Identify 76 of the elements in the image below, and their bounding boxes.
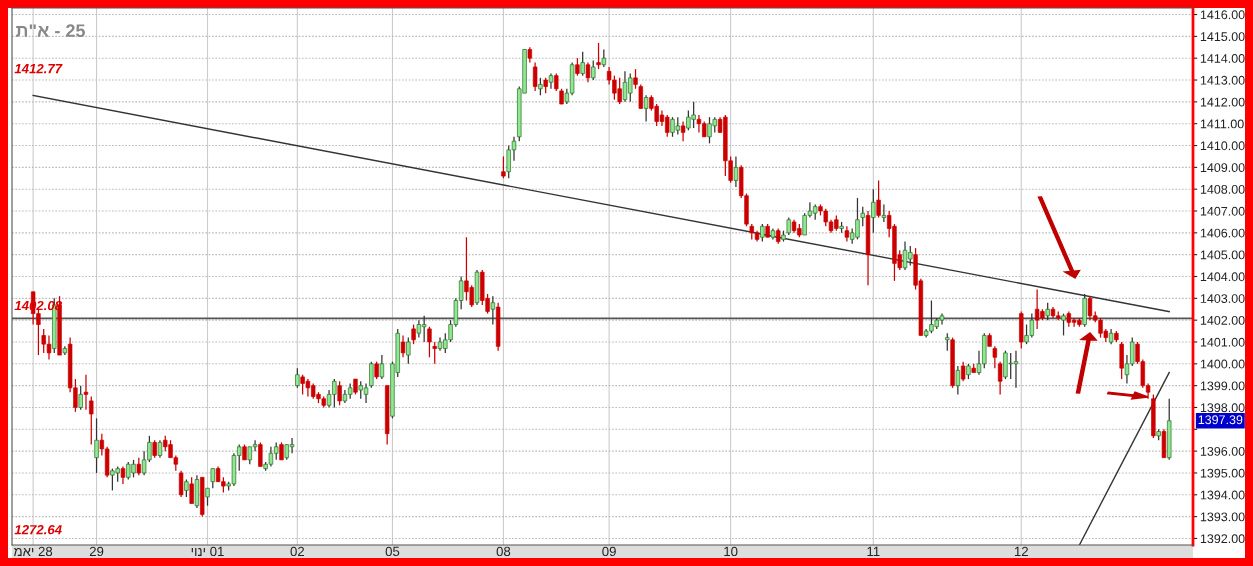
x-tick-label: 08 (496, 546, 511, 557)
y-tick-label: 1401.00 (1200, 337, 1245, 347)
text: ת"א - 25 (16, 24, 86, 38)
y-tick-label: 1395.00 (1200, 468, 1245, 478)
candlestick (860, 206, 865, 227)
y-tick-label: 1406.00 (1200, 228, 1245, 238)
y-tick-label: 1402.00 (1200, 315, 1245, 325)
y-tick-label: 1410.00 (1200, 141, 1245, 151)
y-tick-label: 1416.00 (1200, 10, 1245, 20)
x-tick-label: 09 (602, 546, 616, 557)
candlestick (733, 155, 739, 188)
candlestick (580, 51, 585, 77)
y-tick-label: 1398.00 (1200, 403, 1245, 413)
text: 1397.39 (1198, 415, 1243, 425)
y-tick-label: 1405.00 (1200, 250, 1245, 260)
y-tick-label: 1396.00 (1200, 446, 1245, 456)
candlestick (501, 155, 506, 179)
y-tick-label: 1394.00 (1200, 490, 1245, 500)
x-tick-label: 12 (1014, 546, 1028, 556)
y-tick-label: 1408.00 (1200, 184, 1245, 194)
candlestick (955, 365, 961, 396)
y-tick-label: 1407.00 (1200, 206, 1245, 216)
y-tick-label: 1400.00 (1200, 359, 1245, 369)
y-tick-label: 1392.00 (1200, 534, 1245, 544)
candlestick (997, 361, 1003, 396)
x-tick-label: 10 (724, 546, 738, 557)
y-tick-label: 1409.00 (1200, 163, 1245, 173)
candlestick (78, 385, 83, 411)
y-tick-label: 1412.00 (1200, 97, 1245, 107)
x-tick-label: יוני 01 (191, 546, 224, 557)
x-tick-label: 11 (867, 546, 880, 556)
candlestick (680, 120, 686, 142)
candlestick (83, 374, 89, 411)
candlestick (189, 476, 194, 505)
y-tick-label: 1403.00 (1200, 294, 1245, 303)
candlestick (411, 323, 416, 345)
candlestick (94, 417, 99, 474)
candlestick (633, 68, 638, 90)
candlestick (876, 179, 881, 219)
x-tick-label: 05 (385, 546, 400, 557)
candlestick (89, 395, 94, 446)
y-tick-label: 1413.00 (1200, 75, 1245, 85)
candlestick (427, 326, 432, 358)
y-tick-label: 1393.00 (1200, 512, 1245, 522)
annotation: 1412.77 (14, 63, 63, 74)
candlestick (258, 441, 263, 468)
candlestick (379, 354, 385, 380)
candlestick (585, 61, 591, 83)
candlestick (871, 188, 876, 234)
annotation: 1272.64 (14, 524, 62, 535)
candlestick (295, 367, 300, 389)
candlestick (881, 203, 887, 223)
x-tick-label: 02 (290, 546, 305, 557)
y-tick-label: 1414.00 (1200, 54, 1245, 63)
y-tick-label: 1399.00 (1200, 381, 1245, 391)
candlestick (992, 345, 998, 369)
candlestick (960, 361, 966, 382)
candlestick (178, 470, 184, 498)
x-tick-label: 29 (89, 546, 104, 557)
candlestick (432, 341, 437, 365)
candlestick (643, 94, 649, 123)
candlestick (532, 61, 538, 92)
y-tick-label: 1411.00 (1200, 119, 1244, 129)
candlestick (490, 295, 496, 326)
candlestick (596, 42, 601, 70)
candlestick (400, 334, 406, 358)
candlestick (591, 59, 596, 81)
candlestick (406, 336, 411, 365)
candlestick (337, 380, 342, 406)
candlestick (638, 83, 644, 110)
candlestick (210, 467, 215, 489)
candlestick (1061, 312, 1066, 337)
candlestick (369, 361, 374, 389)
y-tick-label: 1415.00 (1200, 32, 1245, 42)
y-tick-label: 1404.00 (1200, 272, 1245, 282)
x-tick-label: מאי 28 (13, 546, 53, 557)
